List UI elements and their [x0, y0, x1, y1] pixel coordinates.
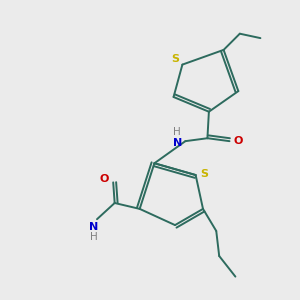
- Text: O: O: [100, 174, 109, 184]
- Text: O: O: [233, 136, 242, 146]
- Text: S: S: [200, 169, 208, 178]
- Text: S: S: [171, 54, 179, 64]
- Text: N: N: [173, 138, 183, 148]
- Text: N: N: [89, 222, 98, 233]
- Text: H: H: [172, 127, 180, 137]
- Text: H: H: [90, 232, 97, 242]
